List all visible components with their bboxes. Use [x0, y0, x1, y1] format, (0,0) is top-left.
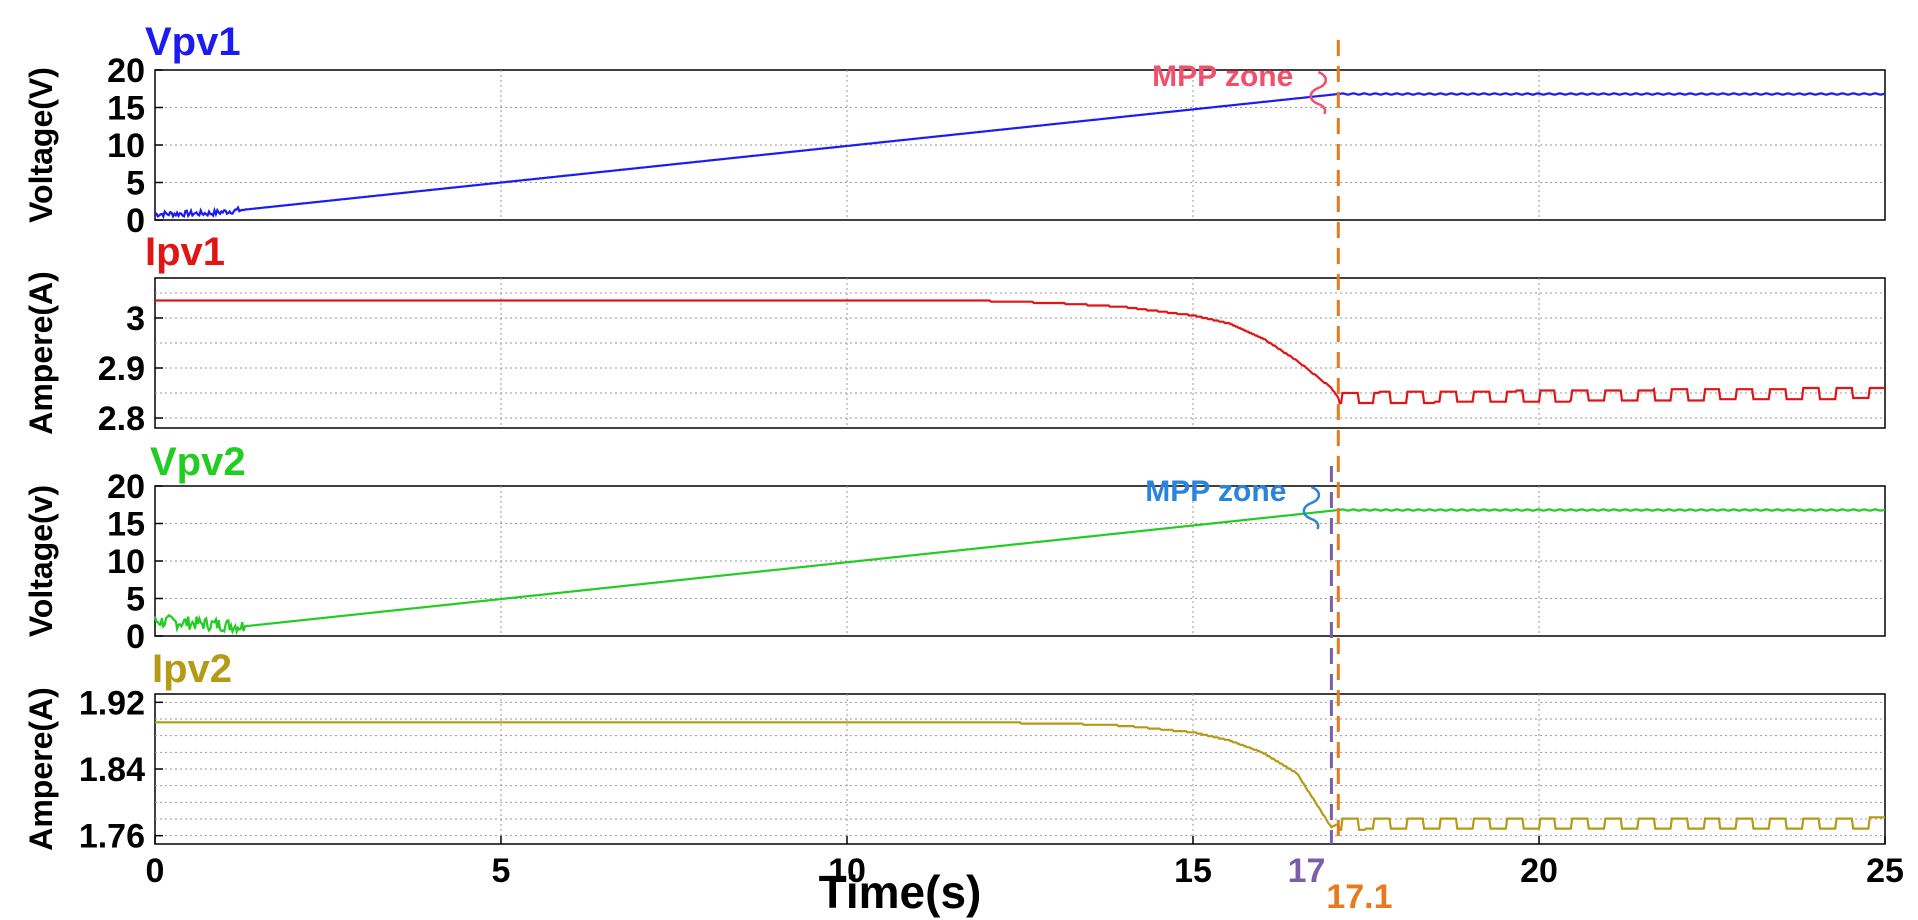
- y-axis-label: Ampere(A): [23, 687, 59, 851]
- y-tick-label: 2.8: [98, 400, 145, 438]
- panel-title: Vpv1: [145, 20, 241, 64]
- y-tick-label: 5: [126, 581, 145, 619]
- series-line-Ipv2: [155, 721, 1885, 831]
- x-tick-label: 0: [146, 852, 165, 890]
- mpp-zone-label: MPP zone: [1145, 475, 1286, 508]
- y-axis-label: Voltage(V): [23, 67, 59, 223]
- y-tick-label: 1.92: [79, 684, 145, 722]
- series-line-Vpv2: [153, 508, 1886, 636]
- panel-title: Ipv2: [152, 647, 232, 691]
- panel-title: Ipv1: [145, 230, 225, 274]
- y-axis-label: Voltage(v): [23, 485, 59, 637]
- x-tick-label: 25: [1866, 852, 1904, 890]
- y-tick-label: 15: [107, 90, 145, 128]
- marker-label: 17: [1288, 852, 1326, 890]
- series-line-Vpv1: [154, 92, 1886, 220]
- y-tick-label: 10: [107, 543, 145, 581]
- mpp-zone-brace: [1309, 70, 1328, 115]
- mpp-zone-label: MPP zone: [1152, 60, 1293, 93]
- x-tick-label: 15: [1174, 852, 1212, 890]
- y-tick-label: 10: [107, 127, 145, 165]
- y-tick-label: 0: [126, 202, 145, 240]
- y-axis-label: Ampere(A): [23, 271, 59, 435]
- y-tick-label: 15: [107, 506, 145, 544]
- series-line-Ipv1: [155, 299, 1885, 405]
- y-tick-label: 2.9: [98, 350, 145, 388]
- y-tick-label: 3: [126, 300, 145, 338]
- y-tick-label: 20: [107, 52, 145, 90]
- y-tick-label: 1.84: [79, 751, 145, 789]
- y-tick-label: 20: [107, 468, 145, 506]
- y-tick-label: 0: [126, 618, 145, 656]
- marker-label: 17.1: [1326, 878, 1392, 916]
- x-axis-label: Time(s): [819, 866, 982, 918]
- y-tick-label: 5: [126, 165, 145, 203]
- x-tick-label: 20: [1520, 852, 1558, 890]
- y-tick-label: 1.76: [79, 818, 145, 856]
- x-tick-label: 5: [492, 852, 511, 890]
- panel-title: Vpv2: [150, 440, 246, 484]
- x-tick-label: 10: [828, 852, 866, 890]
- panel-frame: [154, 277, 1886, 429]
- mpp-zone-brace: [1302, 485, 1321, 530]
